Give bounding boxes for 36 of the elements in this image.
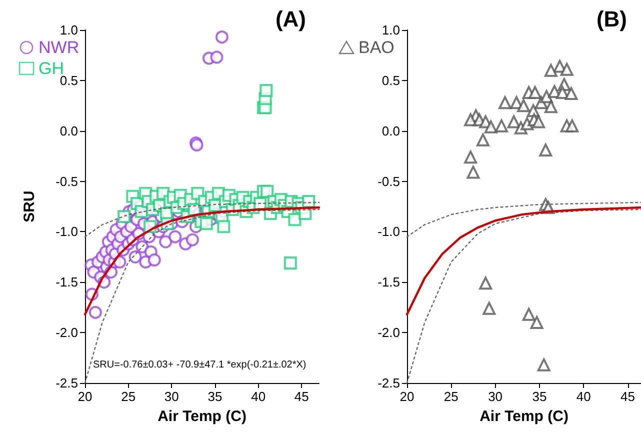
chart-title: (B)	[596, 6, 628, 32]
y-tick-label: -0.5	[56, 174, 78, 189]
y-tick-label: 1.0	[60, 22, 78, 38]
x-tick-label: 25	[121, 389, 136, 404]
y-axis-title: SRU	[21, 190, 38, 222]
x-axis-title: Air Temp (C)	[158, 408, 246, 425]
y-tick-label: -2.0	[56, 325, 78, 340]
x-tick-label: 30	[488, 389, 503, 404]
y-tick-label: -1.5	[378, 274, 400, 290]
x-tick-label: 35	[532, 389, 547, 404]
legend-label: NWR	[38, 38, 80, 57]
x-axis-title: Air Temp (C)	[480, 408, 568, 425]
x-tick-label: 30	[164, 389, 179, 404]
x-tick-label: 45	[294, 389, 309, 404]
annotation: SRU=-0.76±0.03+ -70.9±47.1 *exp(-0.21±.02*X)	[93, 360, 306, 370]
y-tick-label: -2.0	[378, 325, 400, 340]
x-tick-label: 40	[576, 389, 591, 404]
x-tick-label: 35	[208, 389, 222, 404]
y-tick-label: -1.0	[56, 224, 78, 240]
x-tick-label: 20	[400, 389, 414, 404]
x-tick-label: 40	[251, 389, 266, 404]
y-tick-label: -1.5	[56, 274, 78, 290]
chart-title: (A)	[275, 6, 306, 32]
y-tick-label: 0.0	[382, 123, 400, 138]
x-tick-label: 45	[620, 389, 635, 404]
y-tick-label: -2.5	[56, 376, 78, 390]
y-tick-label: -2.5	[378, 376, 400, 390]
y-tick-label: 0.5	[60, 72, 78, 88]
y-tick-label: -1.0	[378, 224, 400, 240]
y-tick-label: -0.5	[378, 174, 400, 189]
y-tick-label: 0.5	[382, 72, 400, 88]
legend-label: BAO	[358, 38, 394, 57]
y-tick-label: 0.0	[60, 123, 78, 138]
y-tick-label: 1.0	[382, 22, 400, 38]
x-tick-label: 20	[78, 389, 92, 404]
x-tick-label: 25	[444, 389, 458, 404]
